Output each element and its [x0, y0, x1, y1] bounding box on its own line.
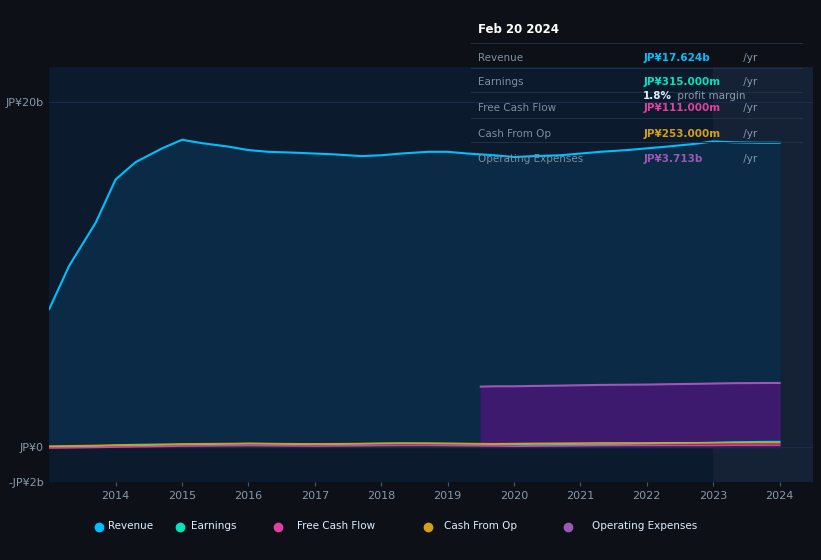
Text: 1.8%: 1.8%: [643, 91, 672, 101]
Text: Cash From Op: Cash From Op: [444, 521, 517, 531]
Text: Revenue: Revenue: [108, 521, 154, 531]
Text: JP¥17.624b: JP¥17.624b: [643, 53, 710, 63]
Text: JP¥253.000m: JP¥253.000m: [643, 129, 720, 139]
Text: /yr: /yr: [740, 129, 757, 139]
Text: Revenue: Revenue: [478, 53, 523, 63]
Text: JP¥3.713b: JP¥3.713b: [643, 155, 703, 165]
Text: Earnings: Earnings: [478, 77, 523, 87]
Text: /yr: /yr: [740, 155, 757, 165]
Text: profit margin: profit margin: [674, 91, 745, 101]
Text: JP¥111.000m: JP¥111.000m: [643, 103, 720, 113]
Text: JP¥315.000m: JP¥315.000m: [643, 77, 720, 87]
Text: Feb 20 2024: Feb 20 2024: [478, 23, 558, 36]
Text: Free Cash Flow: Free Cash Flow: [297, 521, 375, 531]
Text: Earnings: Earnings: [191, 521, 236, 531]
Text: Cash From Op: Cash From Op: [478, 129, 551, 139]
Text: /yr: /yr: [740, 53, 757, 63]
Bar: [713, 67, 813, 482]
Text: /yr: /yr: [740, 103, 757, 113]
Text: Operating Expenses: Operating Expenses: [592, 521, 697, 531]
Text: Operating Expenses: Operating Expenses: [478, 155, 583, 165]
Text: Free Cash Flow: Free Cash Flow: [478, 103, 556, 113]
Text: /yr: /yr: [740, 77, 757, 87]
